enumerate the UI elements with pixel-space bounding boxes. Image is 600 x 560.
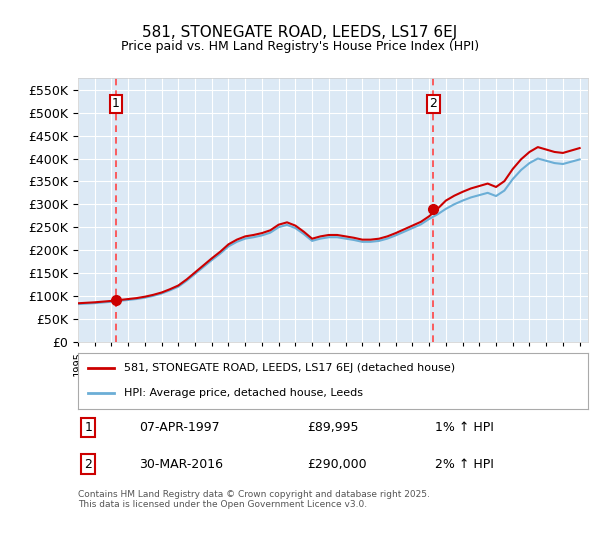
Text: 2: 2: [430, 97, 437, 110]
Text: 1: 1: [84, 421, 92, 434]
Text: £290,000: £290,000: [308, 458, 367, 470]
Text: Contains HM Land Registry data © Crown copyright and database right 2025.
This d: Contains HM Land Registry data © Crown c…: [78, 490, 430, 510]
Text: 07-APR-1997: 07-APR-1997: [139, 421, 220, 434]
Text: HPI: Average price, detached house, Leeds: HPI: Average price, detached house, Leed…: [124, 388, 363, 398]
Text: Price paid vs. HM Land Registry's House Price Index (HPI): Price paid vs. HM Land Registry's House …: [121, 40, 479, 53]
Text: £89,995: £89,995: [308, 421, 359, 434]
Text: 581, STONEGATE ROAD, LEEDS, LS17 6EJ: 581, STONEGATE ROAD, LEEDS, LS17 6EJ: [142, 25, 458, 40]
Text: 1% ↑ HPI: 1% ↑ HPI: [435, 421, 494, 434]
Text: 2: 2: [84, 458, 92, 470]
Text: 30-MAR-2016: 30-MAR-2016: [139, 458, 223, 470]
Text: 2% ↑ HPI: 2% ↑ HPI: [435, 458, 494, 470]
Text: 1: 1: [112, 97, 120, 110]
Text: 581, STONEGATE ROAD, LEEDS, LS17 6EJ (detached house): 581, STONEGATE ROAD, LEEDS, LS17 6EJ (de…: [124, 363, 455, 374]
